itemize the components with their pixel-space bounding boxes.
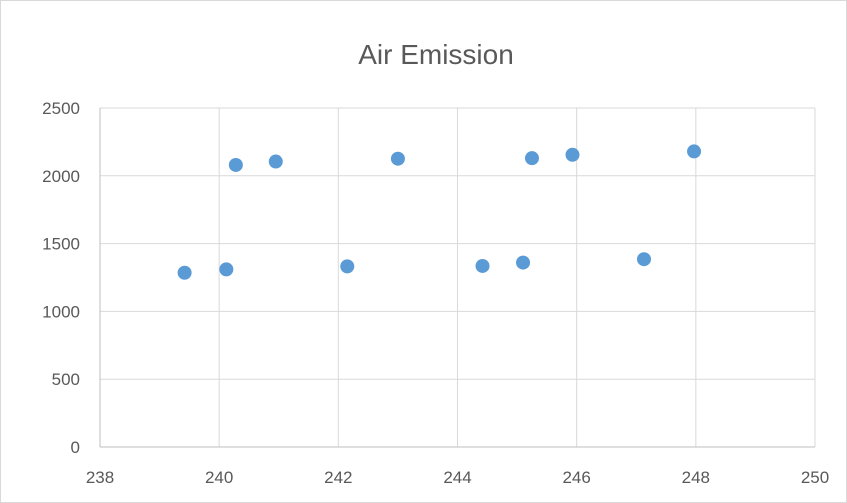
chart-title: Air Emission <box>358 39 514 70</box>
x-tick-label: 238 <box>86 468 114 487</box>
data-point <box>177 265 192 280</box>
x-tick-label: 240 <box>205 468 233 487</box>
y-tick-label: 500 <box>52 370 80 389</box>
y-tick-label: 2000 <box>42 167 80 186</box>
data-point <box>390 151 405 166</box>
data-point <box>565 147 580 162</box>
y-tick-labels: 0 500 1000 1500 2000 2500 <box>42 99 80 457</box>
axes <box>99 108 815 448</box>
data-point <box>516 255 531 270</box>
x-tick-labels: 238 240 242 244 246 248 250 <box>86 468 829 487</box>
data-point <box>524 151 539 166</box>
data-point <box>340 259 355 274</box>
y-tick-label: 0 <box>71 438 80 457</box>
y-tick-label: 1500 <box>42 235 80 254</box>
data-point <box>268 154 283 169</box>
gridlines <box>100 107 816 447</box>
data-point <box>228 157 243 172</box>
data-point <box>687 144 702 159</box>
y-tick-label: 2500 <box>42 99 80 118</box>
x-tick-label: 244 <box>443 468 471 487</box>
data-point <box>636 252 651 267</box>
data-point <box>475 258 490 273</box>
x-tick-label: 246 <box>562 468 590 487</box>
x-tick-label: 250 <box>801 468 829 487</box>
data-points <box>177 144 702 280</box>
x-tick-label: 248 <box>682 468 710 487</box>
y-tick-label: 1000 <box>42 302 80 321</box>
x-tick-label: 242 <box>324 468 352 487</box>
data-point <box>219 262 234 277</box>
